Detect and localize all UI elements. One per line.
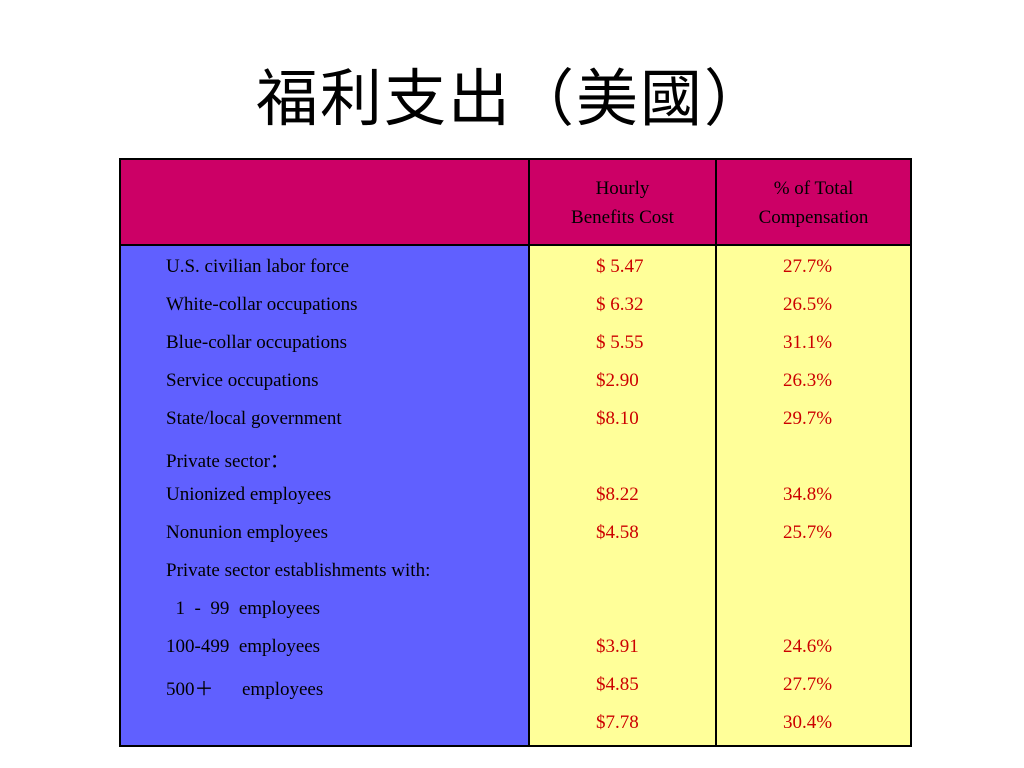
cost-value: $8.10 (596, 408, 639, 429)
header-line: Benefits Cost (571, 207, 674, 228)
pct-compensation-column: 27.7% 26.5% 31.1% 26.3% 29.7% 34.8% 25.7… (715, 246, 910, 745)
header-pct-total-compensation: % of Total Compensation (715, 160, 910, 246)
row-label: Service occupations (166, 370, 319, 391)
cost-value: $ 6.32 (596, 294, 644, 315)
header-line: % of Total (773, 178, 854, 199)
cost-value: $7.78 (596, 712, 639, 733)
pct-value: 27.7% (783, 256, 833, 277)
pct-value: 31.1% (783, 332, 833, 353)
benefits-table: Hourly Benefits Cost % of Total Compensa… (119, 158, 912, 747)
row-label: Private sector establishments with: (166, 560, 431, 581)
pct-value: 26.3% (783, 370, 833, 391)
row-label: 100-499 employees (166, 636, 321, 657)
header-line: Hourly (595, 178, 650, 199)
row-label: State/local government (166, 408, 342, 429)
cost-value: $ 5.55 (596, 332, 644, 353)
cost-value: $2.90 (596, 370, 639, 391)
cost-value: $4.58 (596, 522, 639, 543)
row-label: Unionized employees (166, 484, 332, 505)
pct-value: 26.5% (783, 294, 833, 315)
labels-column: U.S. civilian labor force White-collar o… (121, 246, 528, 745)
pct-value: 34.8% (783, 484, 833, 505)
row-label: Nonunion employees (166, 522, 329, 543)
pct-value: 24.6% (783, 636, 833, 657)
page-title: 福利支出（美國） (255, 62, 768, 135)
row-label: 500＋ employees (166, 679, 324, 700)
row-label: 1 - 99 employees (166, 598, 321, 619)
header-hourly-benefits-cost: Hourly Benefits Cost (528, 160, 715, 246)
cost-value: $8.22 (596, 484, 639, 505)
hourly-cost-column: $ 5.47 $ 6.32 $ 5.55 $2.90 $8.10 $8.22 $… (528, 246, 715, 745)
pct-value: 27.7% (783, 674, 833, 695)
row-label: Blue-collar occupations (166, 332, 347, 353)
pct-value: 29.7% (783, 408, 833, 429)
header-line: Compensation (758, 207, 869, 228)
row-label: U.S. civilian labor force (166, 256, 350, 277)
row-label: Private sector： (166, 451, 289, 472)
cost-value: $ 5.47 (596, 256, 644, 277)
cost-value: $4.85 (596, 674, 639, 695)
pct-value: 30.4% (783, 712, 833, 733)
header-empty-cell (121, 160, 528, 246)
cost-value: $3.91 (596, 636, 639, 657)
row-label: White-collar occupations (166, 294, 358, 315)
pct-value: 25.7% (783, 522, 833, 543)
